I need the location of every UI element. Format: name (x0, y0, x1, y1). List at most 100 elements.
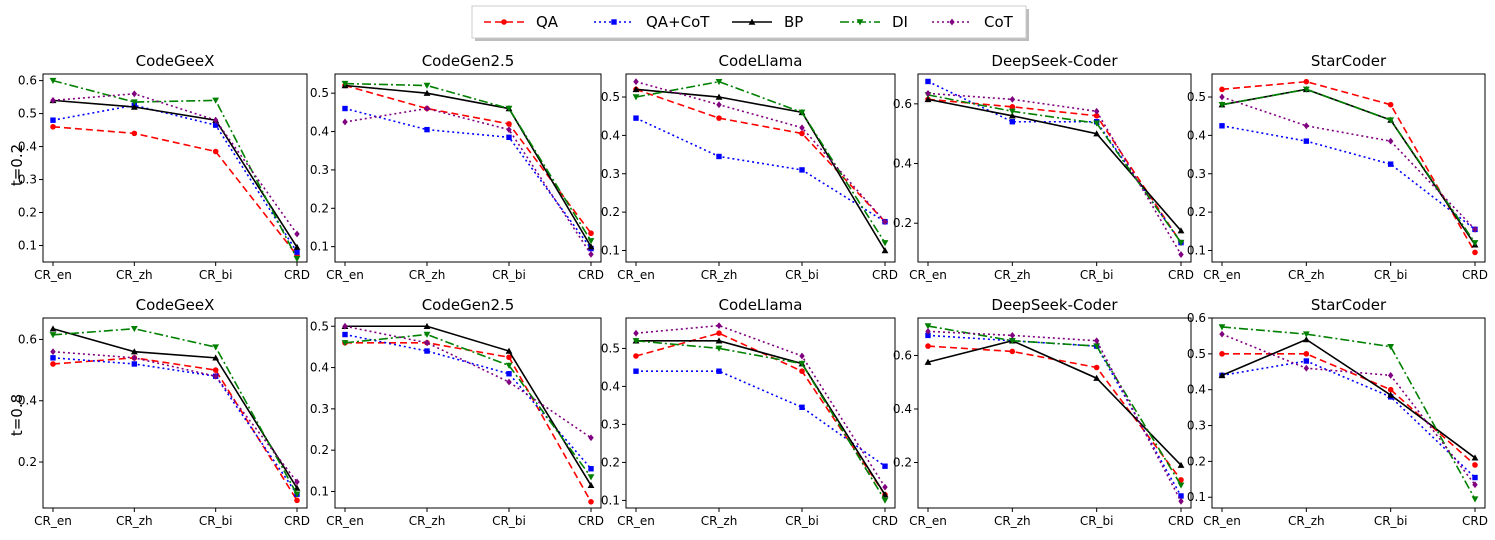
y-tick-label: 0.4 (18, 394, 37, 408)
series-di (632, 338, 889, 504)
x-tick-label: CR_en (34, 268, 72, 282)
data-point (212, 344, 220, 351)
data-point (212, 148, 219, 155)
data-point (799, 404, 805, 410)
data-point (341, 340, 349, 347)
data-point (882, 483, 888, 491)
data-point (799, 167, 805, 173)
x-tick-label: CR_en (34, 514, 72, 528)
data-point (294, 497, 300, 504)
axes-frame (1211, 73, 1486, 263)
y-tick-label: 0.6 (18, 74, 37, 88)
data-point (1219, 86, 1225, 93)
series-di (49, 326, 301, 498)
y-tick-label: 0.4 (601, 128, 620, 142)
series-bp (1218, 85, 1479, 248)
series-qa (342, 339, 594, 505)
y-tick-label: 0.2 (310, 201, 329, 215)
series-line (1221, 96, 1476, 230)
axes-frame (334, 317, 602, 509)
y-tick-label: 0.4 (310, 361, 329, 375)
data-point (1302, 336, 1310, 343)
data-point (212, 97, 220, 104)
legend-item-di: DI (840, 13, 908, 31)
x-tick-label: CR_zh (1288, 514, 1325, 528)
x-tick-label: CRD (872, 514, 898, 528)
data-point (505, 347, 513, 354)
data-point (587, 243, 595, 250)
data-point (715, 93, 723, 100)
data-point (1387, 117, 1395, 124)
x-tick-label: CR_bi (199, 268, 233, 282)
series-line (927, 98, 1182, 244)
series-line (345, 325, 592, 486)
y-tick-label: 0.2 (18, 455, 37, 469)
series-qa-cot (633, 115, 888, 225)
series-line (927, 98, 1182, 232)
data-point (293, 255, 301, 263)
legend-item-qa-cot: QA+CoT (594, 13, 710, 31)
series-line (52, 357, 298, 495)
data-point (587, 474, 595, 481)
data-point (588, 250, 594, 258)
chart-panel-codegeex-row1: CodeGeeX 0.1 0.2 0.3 0.4 0.5 0.6 CR_en CR_zh CR_b… (18, 52, 310, 282)
legend-label: DI (892, 13, 908, 31)
data-point (1303, 122, 1310, 130)
data-point (131, 130, 138, 137)
data-point (1009, 104, 1016, 110)
series-line (344, 84, 592, 234)
series-bp (924, 95, 1185, 234)
data-point (881, 247, 889, 254)
legend-label: QA (536, 13, 559, 31)
y-tick-label: 0.6 (893, 348, 912, 362)
data-point (924, 323, 932, 330)
x-tick-label: CRD (578, 268, 604, 282)
series-di (924, 323, 1185, 489)
y-tick-label: 0.4 (1187, 128, 1206, 142)
series-line (52, 350, 298, 483)
series-qa-cot (1219, 123, 1478, 233)
data-point (925, 343, 931, 349)
data-point (1177, 482, 1185, 489)
legend-marker (748, 18, 756, 25)
data-point (716, 330, 722, 337)
data-point (1218, 101, 1226, 109)
series-di (924, 92, 1185, 247)
series-di (1218, 324, 1479, 503)
axes-frame (1211, 317, 1486, 509)
series-line (635, 80, 886, 244)
data-point (1093, 337, 1100, 345)
series-cot (342, 322, 594, 442)
series-qa (925, 343, 1184, 483)
data-point (1177, 227, 1185, 234)
data-point (130, 326, 138, 333)
chart-panel-codellama-row1: CodeLlama 0.1 0.2 0.3 0.4 0.5 CR_en CR_zh CR_bi C… (601, 52, 898, 282)
data-point (212, 354, 220, 361)
series-qa-cot (633, 368, 888, 469)
data-point (131, 354, 138, 362)
y-tick-label: 0.2 (893, 216, 912, 230)
y-tick-label: 0.3 (310, 163, 329, 177)
series-line (52, 357, 298, 501)
data-point (1219, 330, 1225, 338)
series-qa (633, 330, 888, 498)
y-tick-label: 0.4 (18, 140, 37, 154)
y-tick-label: 0.2 (1187, 205, 1206, 219)
data-point (293, 484, 301, 491)
y-tick-label: 0.4 (601, 379, 620, 393)
data-point (587, 481, 595, 489)
series-line (1221, 88, 1476, 246)
axes-frame (625, 317, 896, 509)
series-qa (50, 355, 300, 504)
data-point (1219, 123, 1225, 129)
data-point (506, 134, 512, 141)
y-tick-label: 0.6 (893, 97, 912, 111)
data-point (341, 80, 349, 87)
data-point (1177, 239, 1185, 247)
data-point (506, 354, 512, 361)
data-point (1093, 120, 1101, 127)
panel-title: DeepSeek-Coder (991, 52, 1118, 70)
y-tick-label: 0.2 (601, 455, 620, 469)
series-qa-cot (925, 78, 1184, 246)
x-tick-label: CR_zh (116, 514, 153, 528)
